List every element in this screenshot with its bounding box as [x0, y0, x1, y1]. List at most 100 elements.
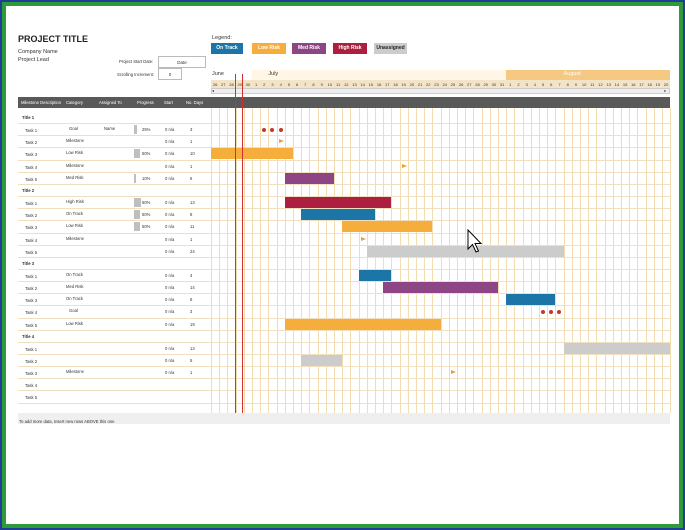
grid-vline — [301, 108, 303, 413]
date-row-bg — [211, 80, 671, 88]
row-divider — [18, 378, 670, 380]
gantt-bar[interactable] — [506, 294, 556, 306]
task-start: 0 n/a — [165, 248, 175, 254]
date-cell: 15 — [622, 82, 628, 87]
date-cell: 23 — [434, 82, 439, 87]
grid-vline — [432, 108, 434, 413]
grid-vline — [621, 108, 622, 413]
row-divider — [18, 232, 670, 234]
grid-vline — [366, 108, 368, 413]
scroll-right-icon[interactable]: ▸ — [664, 88, 667, 93]
task-days: 1 — [190, 236, 193, 242]
task-label: Task 4 — [25, 164, 38, 170]
progress-bar — [134, 210, 140, 220]
task-label: Task 3 — [25, 298, 38, 304]
date-cell: 31 — [499, 82, 505, 87]
legend-item-unassigned: Unassigned — [374, 43, 407, 54]
grid-vline — [227, 108, 229, 413]
col-progress: Progress — [137, 100, 154, 105]
task-days: 4 — [190, 272, 193, 278]
date-cell: 11 — [590, 82, 595, 87]
task-days: 1 — [190, 139, 193, 145]
col-milestone: Milestone Description — [21, 100, 62, 105]
milestone-flag-icon — [360, 236, 366, 241]
project-lead: Project Lead — [18, 57, 49, 63]
task-days: 14 — [190, 285, 195, 291]
goal-marker-icon — [541, 310, 545, 315]
date-cell: 1 — [254, 82, 258, 87]
task-category: Milestone — [66, 369, 84, 375]
section-title: Title 3 — [22, 260, 35, 266]
date-cell: 11 — [336, 82, 341, 87]
section-title: Title 2 — [22, 187, 35, 193]
task-progress: 25% — [142, 127, 151, 133]
task-start: 0 n/a — [165, 200, 175, 206]
row-divider — [18, 341, 670, 343]
grid-vline — [284, 108, 286, 413]
task-category: Low Risk — [66, 150, 83, 156]
scroll-left-icon[interactable]: ◂ — [212, 88, 215, 93]
start-date-input[interactable]: Date — [158, 56, 206, 68]
task-start: 0 n/a — [165, 345, 175, 351]
section-title: Title 1 — [22, 115, 35, 120]
scroll-increment-input[interactable]: 0 — [158, 68, 182, 80]
grid-vline — [465, 108, 467, 413]
task-label: Task 5 — [25, 395, 38, 401]
task-category: Milestone — [66, 138, 84, 144]
date-cell: 17 — [385, 82, 390, 87]
gantt-bar[interactable] — [301, 209, 375, 221]
date-cell: 24 — [442, 82, 447, 87]
row-divider — [18, 159, 670, 161]
grid-vline — [317, 108, 319, 413]
date-cell: 10 — [581, 82, 587, 87]
task-days: 13 — [190, 345, 195, 351]
date-cell: 16 — [376, 82, 382, 87]
date-cell: 19 — [401, 82, 406, 87]
grid-vline — [547, 108, 549, 413]
gantt-bar[interactable] — [284, 197, 392, 209]
goal-marker-icon — [262, 128, 267, 133]
gantt-bar[interactable] — [301, 355, 343, 366]
grid-vline — [555, 108, 557, 413]
milestone-flag-icon — [278, 139, 284, 144]
footer-row — [18, 413, 670, 424]
gantt-bar[interactable] — [383, 282, 498, 294]
grid-vline — [580, 108, 581, 413]
col-start: Start — [164, 100, 173, 105]
grid-vline — [235, 108, 237, 413]
grid-vline — [325, 108, 327, 413]
gantt-bar[interactable] — [563, 342, 671, 354]
grid-vline — [383, 108, 385, 413]
task-category: On Track — [66, 296, 83, 302]
task-days: 1 — [190, 163, 193, 169]
task-category: Milestone — [66, 235, 84, 241]
date-cell: 3 — [525, 82, 528, 87]
task-days: 8 — [190, 212, 193, 218]
company-name: Company Name — [18, 49, 58, 55]
progress-bar — [134, 125, 137, 135]
gantt-bar[interactable] — [342, 221, 433, 233]
gantt-bar[interactable] — [284, 172, 334, 184]
timeline-scrollbar[interactable] — [211, 88, 671, 94]
date-cell: 12 — [344, 82, 349, 87]
date-cell: 30 — [245, 82, 251, 87]
gantt-bar[interactable] — [211, 148, 293, 160]
date-cell: 6 — [295, 82, 299, 87]
task-label: Task 1 — [25, 346, 38, 352]
grid-vline — [293, 108, 294, 413]
date-cell: 26 — [458, 82, 464, 87]
grid-vline — [252, 108, 253, 413]
task-progress: 10% — [142, 175, 151, 181]
legend-item-high-risk: High Risk — [333, 43, 367, 54]
row-divider — [18, 329, 670, 331]
mouse-cursor-icon — [467, 229, 483, 253]
grid-vline — [530, 108, 532, 413]
date-cell: 25 — [450, 82, 456, 87]
gantt-bar[interactable] — [284, 318, 441, 330]
gantt-bar[interactable] — [358, 269, 392, 281]
date-cell: 18 — [393, 82, 398, 87]
gantt-bar[interactable] — [366, 245, 564, 257]
task-days: 3 — [190, 309, 193, 315]
date-cell: 9 — [574, 82, 577, 87]
grid-vline — [268, 108, 270, 413]
